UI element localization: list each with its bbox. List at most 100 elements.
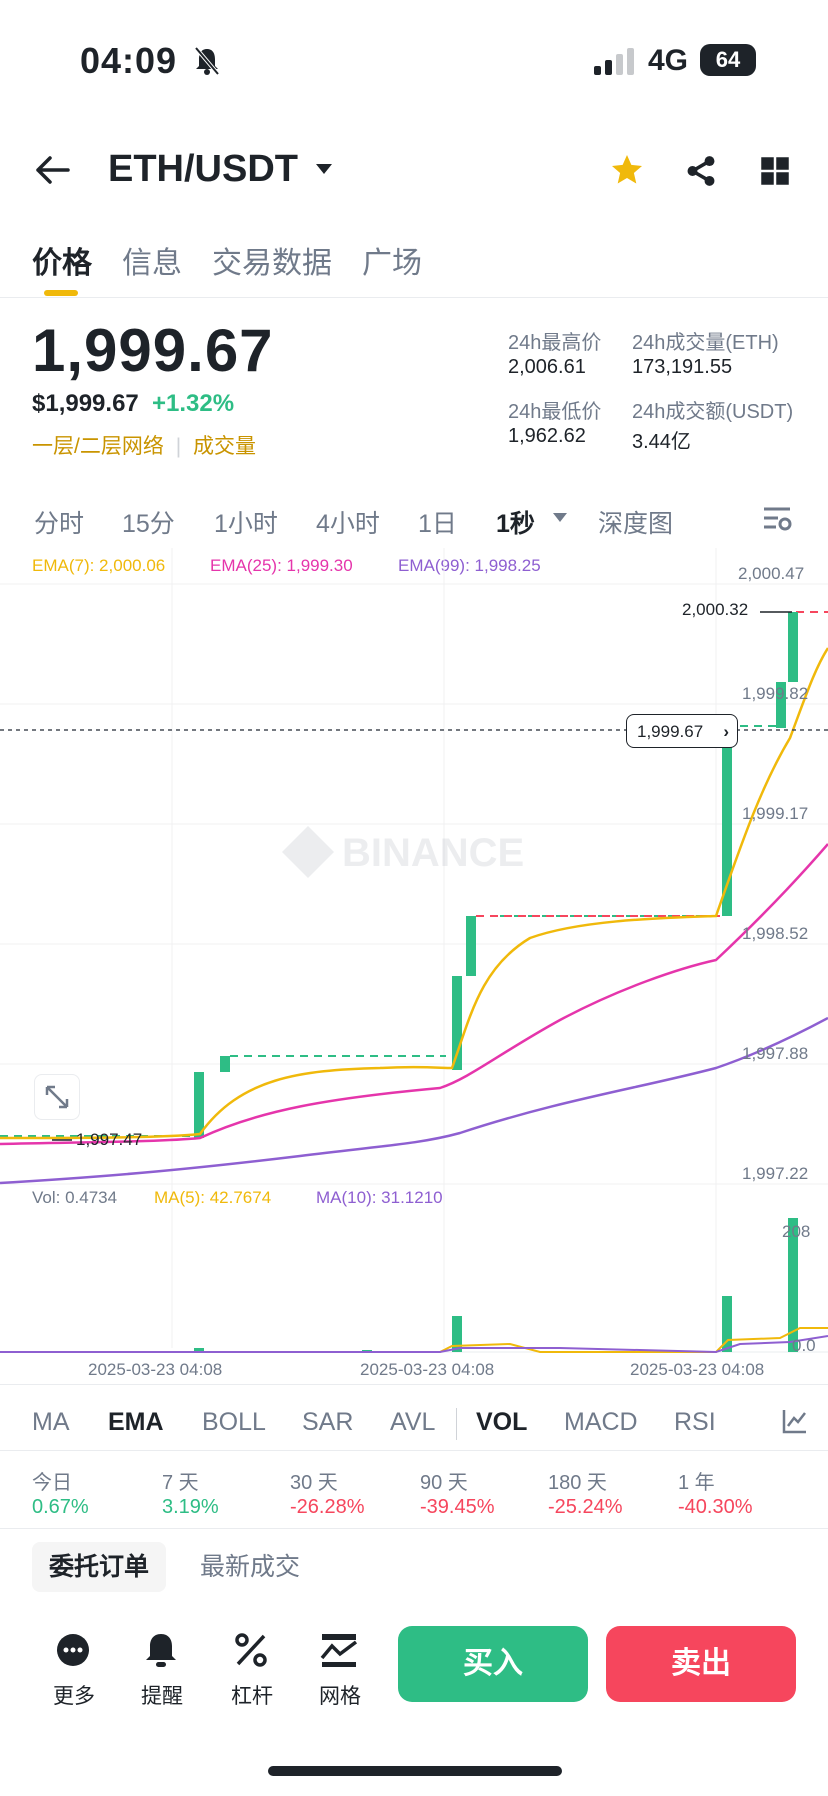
perf-label: 30 天	[290, 1472, 338, 1494]
interval-1d[interactable]: 1日	[418, 510, 457, 538]
divider	[0, 1528, 828, 1529]
back-arrow-icon[interactable]	[34, 154, 70, 186]
interval-1h[interactable]: 1小时	[214, 510, 278, 538]
volume-bar	[194, 1348, 204, 1352]
candlestick-chart[interactable]: BINANCE	[0, 548, 828, 1378]
more-icon[interactable]	[48, 1630, 98, 1670]
battery-indicator: 64	[700, 44, 756, 76]
tab-price[interactable]: 价格	[32, 247, 92, 280]
price-axis-label: 1,999.17	[742, 804, 809, 823]
ema99-legend: EMA(99): 1,998.25	[398, 556, 541, 575]
time-label: 2025-03-23 04:08	[360, 1360, 495, 1379]
indicator-vol[interactable]: VOL	[476, 1408, 528, 1436]
current-price-tag[interactable]: 1,999.67 ›	[626, 714, 738, 748]
perf-value: -40.30%	[678, 1496, 753, 1518]
tab-open-orders[interactable]: 委托订单	[32, 1542, 166, 1592]
interval-4h[interactable]: 4小时	[316, 510, 380, 538]
tab-info[interactable]: 信息	[122, 247, 182, 280]
pair-title[interactable]: ETH/USDT	[108, 148, 298, 190]
bell-muted-icon	[194, 46, 220, 76]
candle	[788, 612, 798, 682]
more-label[interactable]: 更多	[53, 1685, 95, 1708]
caret-down-icon[interactable]	[314, 162, 334, 176]
chevron-right-icon: ›	[723, 722, 729, 741]
star-icon[interactable]	[608, 152, 646, 188]
ema25-legend: EMA(25): 1,999.30	[210, 556, 353, 575]
alert-label[interactable]: 提醒	[141, 1685, 183, 1708]
indicator-macd[interactable]: MACD	[564, 1408, 638, 1436]
perf-value: 3.19%	[162, 1496, 219, 1518]
buy-button[interactable]: 买入	[398, 1626, 588, 1702]
bell-icon[interactable]	[136, 1630, 186, 1670]
indicator-chart-icon[interactable]	[782, 1408, 808, 1434]
low-label: 24h最低价	[508, 401, 602, 423]
ema7-line	[0, 647, 828, 1140]
share-icon[interactable]	[684, 154, 718, 188]
vol-ma10-line	[0, 1335, 828, 1354]
network-type: 4G	[648, 44, 689, 77]
candles	[194, 612, 798, 1138]
indicator-divider	[456, 1408, 457, 1440]
volume-axis-label: 208	[782, 1222, 811, 1241]
indicator-ma[interactable]: MA	[32, 1408, 70, 1436]
volume-link[interactable]: 成交量	[193, 435, 256, 458]
price-axis-label: 2,000.47	[738, 564, 805, 583]
grid-trading-icon[interactable]	[314, 1630, 364, 1670]
interval-15m[interactable]: 15分	[122, 510, 175, 538]
sell-button[interactable]: 卖出	[606, 1626, 796, 1702]
tab-underline	[44, 290, 78, 296]
time-label: 2025-03-23 04:08	[88, 1360, 223, 1379]
interval-timeshare[interactable]: 分时	[34, 510, 85, 538]
divider	[0, 1450, 828, 1451]
perf-label: 1 年	[678, 1472, 715, 1494]
current-price-tag-value: 1,999.67	[637, 722, 704, 741]
vol-ma10-legend: MA(10): 31.1210	[316, 1188, 443, 1207]
signal-icon	[594, 48, 634, 75]
interval-1s[interactable]: 1秒	[496, 510, 535, 538]
perf-value: -39.45%	[420, 1496, 495, 1518]
vol-ma5-legend: MA(5): 42.7674	[154, 1188, 272, 1207]
vol-eth-label: 24h成交量(ETH)	[632, 332, 779, 354]
ema99-line	[0, 1016, 828, 1185]
indicator-boll[interactable]: BOLL	[202, 1408, 266, 1436]
indicator-avl[interactable]: AVL	[390, 1408, 436, 1436]
high-label: 24h最高价	[508, 332, 602, 354]
vol-eth-value: 173,191.55	[632, 356, 733, 378]
perf-label: 180 天	[548, 1472, 607, 1494]
chart-settings-icon[interactable]	[762, 504, 794, 534]
price-axis-label: 1,997.88	[742, 1044, 809, 1063]
perf-label: 今日	[32, 1472, 72, 1494]
tab-trading-data[interactable]: 交易数据	[212, 247, 332, 280]
perf-value: -25.24%	[548, 1496, 623, 1518]
volume-bar	[788, 1218, 798, 1352]
indicator-sar[interactable]: SAR	[302, 1408, 354, 1436]
vol-usdt-value: 3.44亿	[632, 431, 691, 453]
expand-chart-button[interactable]	[34, 1074, 80, 1120]
tab-recent-trades[interactable]: 最新成交	[200, 1553, 301, 1581]
grid-label[interactable]: 网格	[319, 1685, 361, 1708]
ema25-line	[0, 843, 828, 1146]
time-label: 2025-03-23 04:08	[630, 1360, 765, 1379]
home-indicator[interactable]	[268, 1766, 562, 1776]
vol-ma5-line	[0, 1327, 828, 1353]
indicator-rsi[interactable]: RSI	[674, 1408, 716, 1436]
volume-bar	[722, 1296, 732, 1352]
candle	[220, 1056, 230, 1072]
leverage-icon[interactable]	[226, 1630, 276, 1670]
interval-caret-icon[interactable]	[552, 512, 568, 524]
depth-chart-tab[interactable]: 深度图	[598, 510, 674, 538]
binance-watermark: BINANCE	[282, 826, 524, 878]
tab-square[interactable]: 广场	[362, 247, 422, 280]
grid-icon[interactable]	[760, 156, 790, 186]
candle	[722, 728, 732, 916]
price-axis-label: 1,997.22	[742, 1164, 809, 1183]
high-marker: 2,000.32	[682, 600, 749, 619]
ema7-legend: EMA(7): 2,000.06	[32, 556, 166, 575]
candle	[194, 1072, 204, 1138]
network-link[interactable]: 一层/二层网络	[32, 435, 164, 458]
high-value: 2,006.61	[508, 356, 586, 378]
price-axis-label: 1,999.82	[742, 684, 809, 703]
status-bar: 04:09 4G 64	[0, 0, 828, 120]
leverage-label[interactable]: 杠杆	[231, 1685, 273, 1708]
indicator-ema[interactable]: EMA	[108, 1408, 164, 1436]
